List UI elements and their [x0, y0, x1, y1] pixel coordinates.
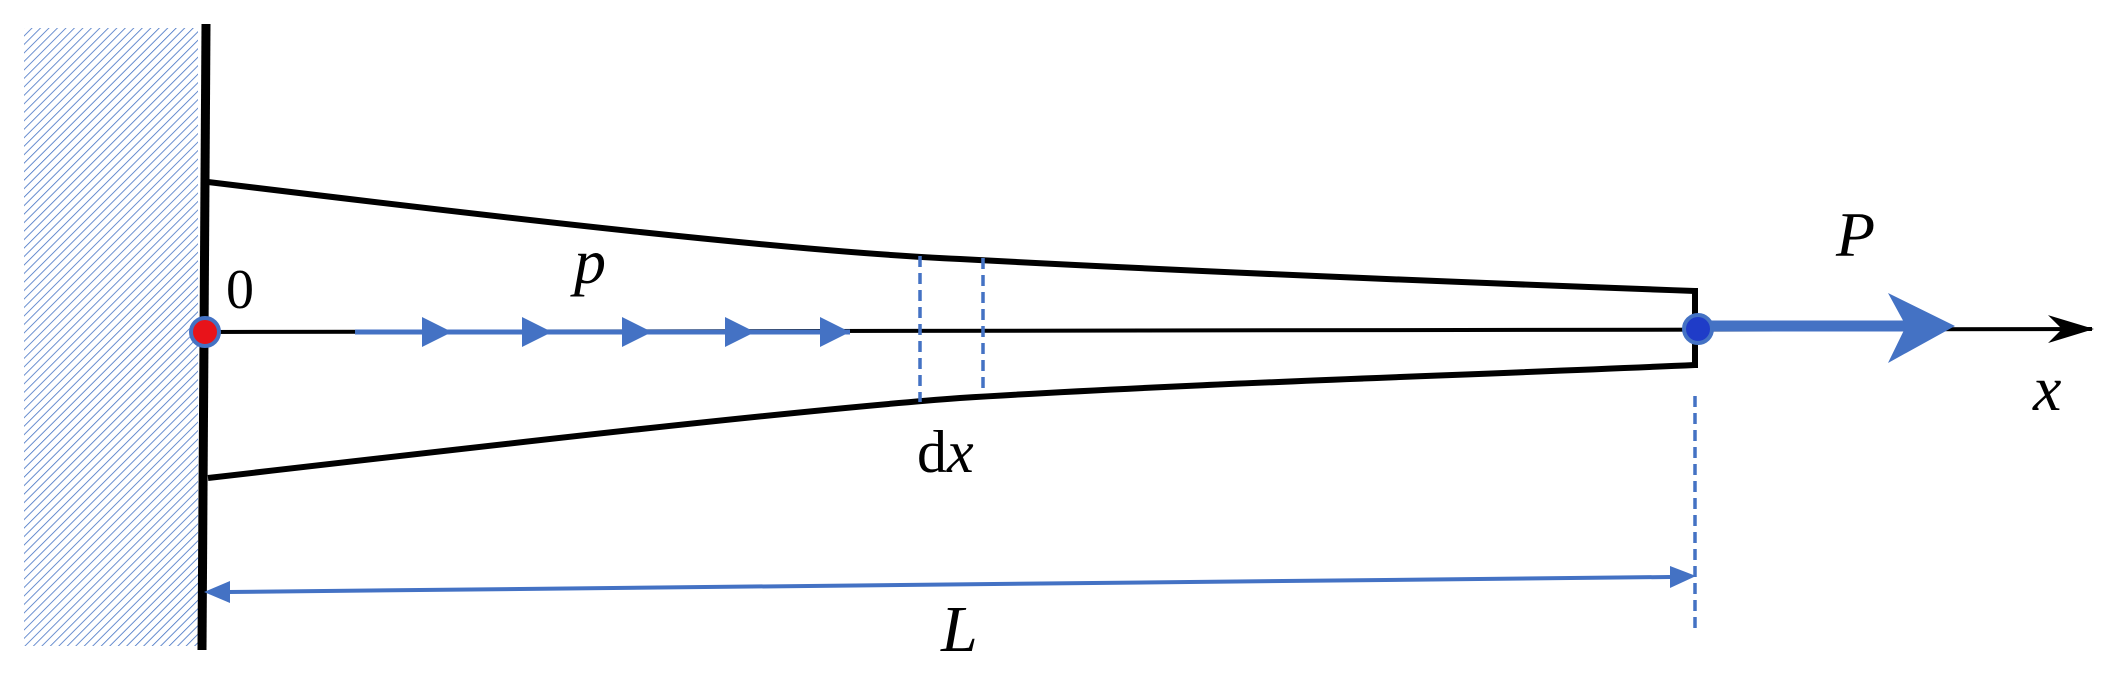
length-dimension-arrow: [204, 566, 1696, 603]
point-load-label: P: [1835, 199, 1875, 270]
fixed-support-hatch: [24, 28, 198, 646]
element-dx-label: dx: [917, 419, 974, 485]
length-label: L: [940, 593, 978, 666]
origin-node: [189, 316, 221, 348]
distributed-load-label: p: [570, 226, 606, 297]
origin-label: 0: [226, 259, 254, 321]
bar-lower-edge: [207, 362, 1696, 481]
distributed-load-arrows: [355, 317, 850, 347]
point-load-arrow: [1700, 293, 1955, 363]
element-dx-x: x: [946, 419, 974, 485]
element-dx-d: d: [917, 419, 947, 485]
bar-upper-edge: [207, 179, 1696, 294]
end-node: [1682, 313, 1714, 345]
x-axis-label: x: [2032, 353, 2061, 424]
